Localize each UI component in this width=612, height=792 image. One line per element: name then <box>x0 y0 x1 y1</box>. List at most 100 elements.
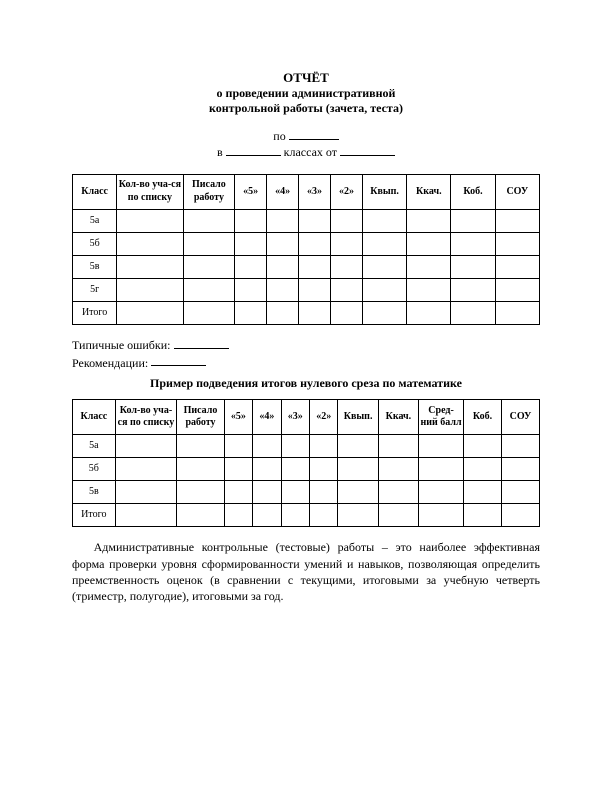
title-line-2: о проведении административной <box>72 86 540 101</box>
table-header: «4» <box>267 174 299 209</box>
table-cell <box>299 255 331 278</box>
table-cell <box>281 435 309 458</box>
table-cell <box>253 481 281 504</box>
table-cell <box>338 435 378 458</box>
table-cell <box>177 435 224 458</box>
table-cell <box>267 301 299 324</box>
results-table-1: КлассКол-во уча-ся по спискуПисало работ… <box>72 174 540 325</box>
recommendations-line: Рекомендации: <box>72 355 540 371</box>
table-header: Класс <box>73 174 117 209</box>
table-cell <box>310 435 338 458</box>
table-cell <box>177 458 224 481</box>
table-cell <box>299 232 331 255</box>
table-header: Писало работу <box>183 174 235 209</box>
title-line-3: контрольной работы (зачета, теста) <box>72 101 540 116</box>
table-cell <box>495 278 539 301</box>
table-cell <box>267 209 299 232</box>
title-line-1: ОТЧЁТ <box>72 70 540 86</box>
blank-recommendations <box>151 355 206 367</box>
report-title: ОТЧЁТ о проведении административной конт… <box>72 70 540 116</box>
table-cell <box>362 255 406 278</box>
table-header: Квып. <box>362 174 406 209</box>
example-section-title: Пример подведения итогов нулевого среза … <box>72 376 540 391</box>
table-cell <box>183 278 235 301</box>
table-cell <box>451 278 495 301</box>
row-label: 5а <box>73 435 116 458</box>
table-cell <box>117 255 183 278</box>
table-cell <box>310 504 338 527</box>
table-cell <box>115 481 177 504</box>
table-cell <box>331 255 363 278</box>
blank-classes <box>226 144 281 156</box>
table-cell <box>115 435 177 458</box>
row-label: 5в <box>73 255 117 278</box>
table-cell <box>183 255 235 278</box>
table-cell <box>117 278 183 301</box>
row-label: Итого <box>73 504 116 527</box>
table-row: Итого <box>73 504 540 527</box>
table-header: СОУ <box>495 174 539 209</box>
table-cell <box>464 458 502 481</box>
table-cell <box>299 209 331 232</box>
table-cell <box>378 504 418 527</box>
table-cell <box>378 435 418 458</box>
table-header: Кол-во уча-ся по списку <box>115 400 177 435</box>
table-cell <box>451 301 495 324</box>
table-header: Ккач. <box>378 400 418 435</box>
row-label: 5г <box>73 278 117 301</box>
table-cell <box>235 209 267 232</box>
table-cell <box>267 278 299 301</box>
typical-errors-label: Типичные ошибки: <box>72 338 171 352</box>
table-cell <box>407 278 451 301</box>
table-header: Сред-ний балл <box>419 400 464 435</box>
table-cell <box>501 458 539 481</box>
table-row: 5г <box>73 278 540 301</box>
table-row: 5в <box>73 481 540 504</box>
table-cell <box>451 209 495 232</box>
table-cell <box>495 209 539 232</box>
blank-subject <box>289 128 339 140</box>
page: ОТЧЁТ о проведении административной конт… <box>0 0 612 792</box>
table-row: 5в <box>73 255 540 278</box>
table-cell <box>338 481 378 504</box>
table-cell <box>495 232 539 255</box>
table-cell <box>177 504 224 527</box>
table-cell <box>224 458 252 481</box>
subject-fill-lines: по в классах от <box>72 128 540 160</box>
table-cell <box>407 209 451 232</box>
table-cell <box>495 255 539 278</box>
table-header: «2» <box>310 400 338 435</box>
row-label: 5б <box>73 458 116 481</box>
table-cell <box>224 504 252 527</box>
table-cell <box>299 301 331 324</box>
table-header: «5» <box>224 400 252 435</box>
table-cell <box>224 481 252 504</box>
table-cell <box>281 458 309 481</box>
table-header: «3» <box>281 400 309 435</box>
row-label: Итого <box>73 301 117 324</box>
table-cell <box>253 458 281 481</box>
table-cell <box>464 481 502 504</box>
table-row: 5б <box>73 458 540 481</box>
table-cell <box>378 458 418 481</box>
table-cell <box>419 504 464 527</box>
table-header: «2» <box>331 174 363 209</box>
table-cell <box>310 481 338 504</box>
table-cell <box>419 458 464 481</box>
table-cell <box>407 232 451 255</box>
table-cell <box>362 232 406 255</box>
table-cell <box>253 435 281 458</box>
table-cell <box>281 504 309 527</box>
label-klassah-ot: классах от <box>284 145 337 159</box>
table-cell <box>117 301 183 324</box>
table-header: Класс <box>73 400 116 435</box>
table-cell <box>331 232 363 255</box>
table-header: «3» <box>299 174 331 209</box>
table-row: 5а <box>73 435 540 458</box>
table-cell <box>224 435 252 458</box>
table-cell <box>177 481 224 504</box>
table-header: Писало работу <box>177 400 224 435</box>
row-label: 5в <box>73 481 116 504</box>
table-cell <box>464 504 502 527</box>
table-cell <box>331 278 363 301</box>
